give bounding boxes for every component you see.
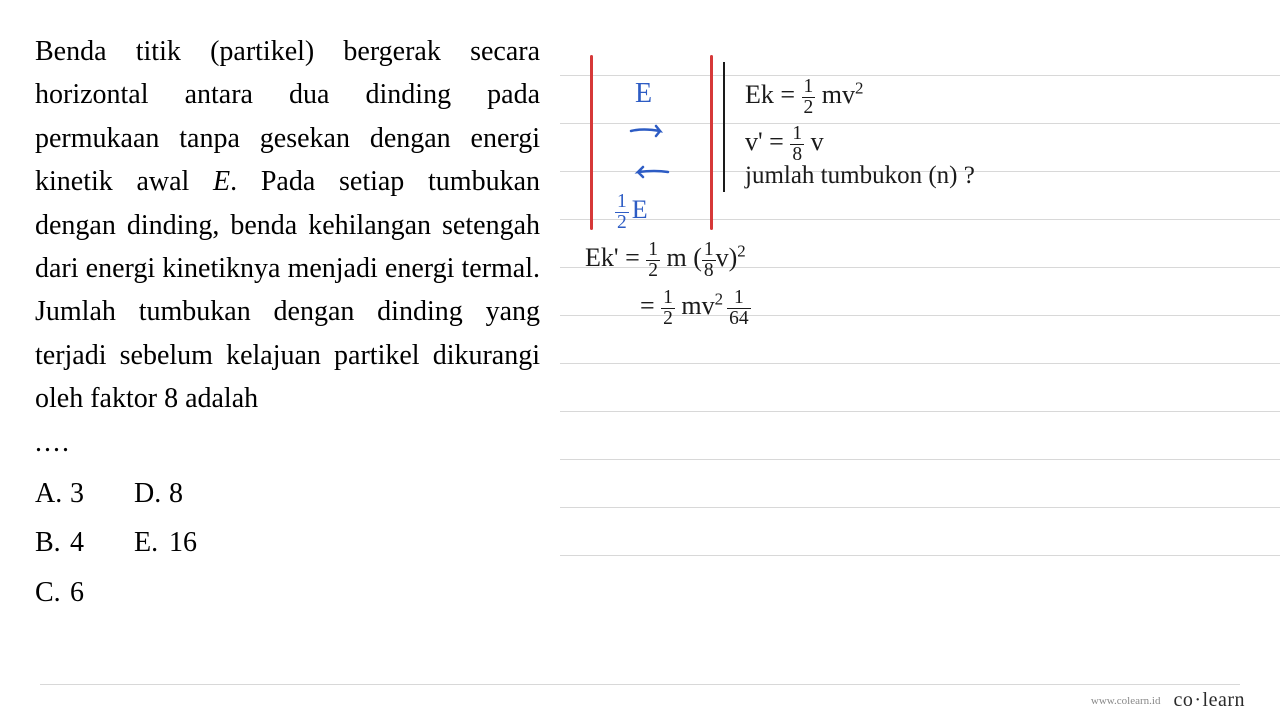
arrow-left-icon: [630, 158, 672, 188]
question-italic-e: E: [213, 166, 230, 197]
brand-dot: ·: [1194, 689, 1201, 711]
eq-question: jumlah tumbukon (n) ?: [745, 162, 975, 190]
footer-line: [40, 684, 1240, 685]
answers-col-1: A.3 B.4 C.6: [35, 472, 84, 620]
red-wall-right: [710, 55, 713, 230]
diagram-half-e: 12E: [615, 192, 648, 232]
answers-col-2: D.8 E.16: [134, 472, 197, 620]
rule-line: [560, 507, 1280, 508]
rule-line: [560, 219, 1280, 220]
eq-ek: Ek = 12 mv2: [745, 77, 863, 117]
red-wall-left: [590, 55, 593, 230]
answer-a: A.3: [35, 472, 84, 515]
rule-line: [560, 459, 1280, 460]
question-dots: ....: [35, 421, 540, 464]
rule-line: [560, 411, 1280, 412]
vertical-divider: [723, 62, 725, 192]
brand-co: co: [1173, 689, 1193, 711]
answer-e: E.16: [134, 521, 197, 564]
rule-line: [560, 555, 1280, 556]
question-part-2: . Pada setiap tumbukan dengan dinding, b…: [35, 166, 540, 414]
question-text: Benda titik (partikel) bergerak secara h…: [35, 30, 540, 464]
eq-ekprime-2: = 12 mv2164: [640, 288, 751, 328]
rule-line: [560, 363, 1280, 364]
eq-vprime: v' = 18 v: [745, 124, 824, 164]
brand-learn: learn: [1203, 689, 1245, 711]
footer-logo: www.colearn.id co·learn: [1091, 689, 1245, 712]
answer-d: D.8: [134, 472, 197, 515]
answers-block: A.3 B.4 C.6 D.8 E.16: [35, 472, 540, 620]
question-panel: Benda titik (partikel) bergerak secara h…: [0, 0, 560, 720]
eq-ekprime-1: Ek' = 12 m (18v)2: [585, 240, 746, 280]
rule-line: [560, 75, 1280, 76]
answer-c: C.6: [35, 571, 84, 614]
answer-b: B.4: [35, 521, 84, 564]
diagram-e-label: E: [635, 78, 652, 110]
handwriting-panel: E 12E Ek = 12 mv2 v' = 18 v jumlah tumbu…: [560, 0, 1280, 720]
arrow-right-icon: [628, 120, 670, 147]
footer-url: www.colearn.id: [1091, 695, 1161, 707]
